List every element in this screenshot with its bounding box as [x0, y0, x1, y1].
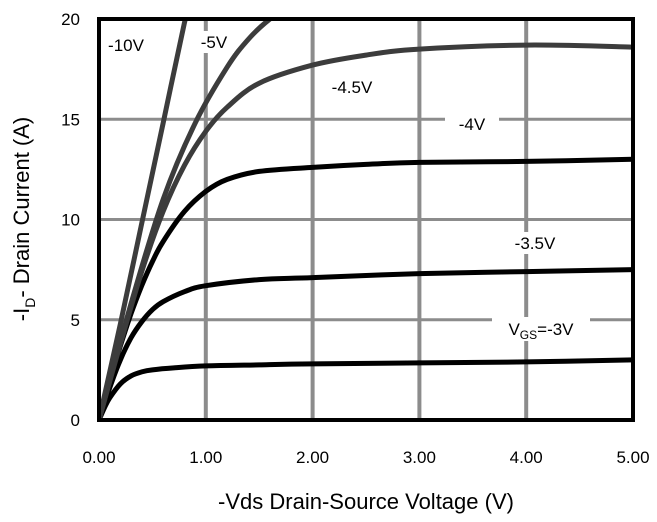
curve-label-layer: VGS=-3V -3.5V -4V -4.5V -5V -10V [102, 31, 590, 342]
label-vgs-4v: -4V [459, 115, 486, 134]
x-tick-label: 4.00 [510, 448, 543, 467]
x-tick-label: 3.00 [403, 448, 436, 467]
curve-layer [99, 19, 633, 420]
label-vgs-3-5v: -3.5V [515, 234, 556, 253]
curve-label-background [445, 113, 499, 135]
label-vgs-4-5v: -4.5V [332, 78, 373, 97]
y-tick-label: 10 [61, 211, 80, 230]
y-axis-title-subscript: D [22, 298, 38, 308]
y-axis-title-prefix: -I [9, 308, 34, 321]
y-tick-label: 5 [71, 311, 80, 330]
x-tick-label: 5.00 [616, 448, 649, 467]
y-axis-title: -ID- Drain Current (A) [9, 117, 38, 322]
label-vgs-10v: -10V [108, 36, 145, 55]
curve-label-background [194, 31, 234, 53]
curve-vgs-4v [99, 156, 633, 420]
y-tick-label: 15 [61, 110, 80, 129]
curve-vgs-5v [99, 19, 275, 420]
curve-label-background [102, 34, 150, 56]
x-axis-title: -Vds Drain-Source Voltage (V) [218, 489, 514, 514]
y-axis-title-suffix: - Drain Current (A) [9, 117, 34, 298]
grid-layer [99, 19, 633, 420]
x-tick-label: 0.00 [82, 448, 115, 467]
x-tick-label: 2.00 [296, 448, 329, 467]
tick-label-layer: 0.00 1.00 2.00 3.00 4.00 5.00 0 5 10 15 20 [61, 10, 649, 467]
plot-frame [97, 17, 635, 422]
curve-label-background [321, 76, 383, 98]
y-tick-label: 0 [71, 411, 80, 430]
label-vgs-5v: -5V [201, 33, 228, 52]
y-tick-label: 20 [61, 10, 80, 29]
curve-vgs-3-5v [99, 267, 633, 420]
x-tick-label: 1.00 [189, 448, 222, 467]
curve-vgs-10v [99, 19, 188, 420]
label-vgs-3v: VGS=-3V [508, 320, 574, 342]
curve-vgs-3v [99, 357, 633, 420]
curve-label-background [505, 232, 565, 254]
curve-label-background [492, 317, 590, 341]
